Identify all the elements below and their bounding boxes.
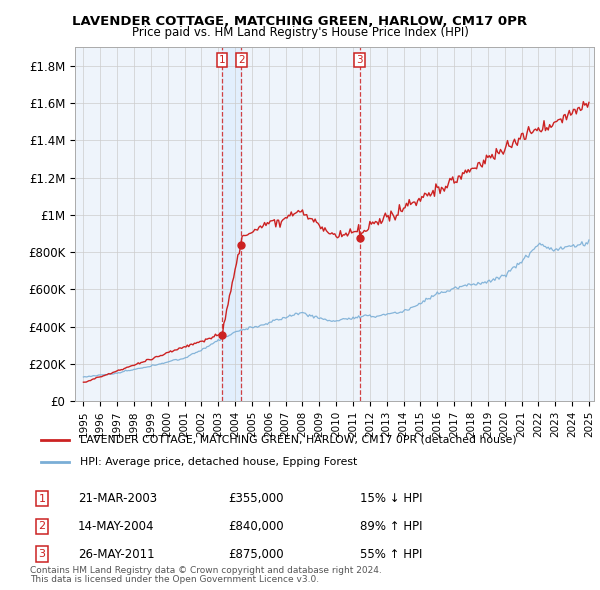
Text: LAVENDER COTTAGE, MATCHING GREEN, HARLOW, CM17 0PR: LAVENDER COTTAGE, MATCHING GREEN, HARLOW… bbox=[73, 15, 527, 28]
Text: 1: 1 bbox=[38, 494, 46, 503]
Text: 89% ↑ HPI: 89% ↑ HPI bbox=[360, 520, 422, 533]
Text: 3: 3 bbox=[38, 549, 46, 559]
Text: This data is licensed under the Open Government Licence v3.0.: This data is licensed under the Open Gov… bbox=[30, 575, 319, 584]
Text: £840,000: £840,000 bbox=[228, 520, 284, 533]
Text: £355,000: £355,000 bbox=[228, 492, 284, 505]
Text: LAVENDER COTTAGE, MATCHING GREEN, HARLOW, CM17 0PR (detached house): LAVENDER COTTAGE, MATCHING GREEN, HARLOW… bbox=[80, 435, 517, 445]
Bar bbox=[222, 47, 241, 401]
Text: 3: 3 bbox=[356, 55, 363, 65]
Text: 2: 2 bbox=[238, 55, 245, 65]
Text: 14-MAY-2004: 14-MAY-2004 bbox=[78, 520, 155, 533]
Text: £875,000: £875,000 bbox=[228, 548, 284, 560]
Text: 1: 1 bbox=[218, 55, 225, 65]
Text: 55% ↑ HPI: 55% ↑ HPI bbox=[360, 548, 422, 560]
Text: Contains HM Land Registry data © Crown copyright and database right 2024.: Contains HM Land Registry data © Crown c… bbox=[30, 566, 382, 575]
Text: 26-MAY-2011: 26-MAY-2011 bbox=[78, 548, 155, 560]
Text: 2: 2 bbox=[38, 522, 46, 531]
Text: 21-MAR-2003: 21-MAR-2003 bbox=[78, 492, 157, 505]
Text: HPI: Average price, detached house, Epping Forest: HPI: Average price, detached house, Eppi… bbox=[80, 457, 357, 467]
Text: 15% ↓ HPI: 15% ↓ HPI bbox=[360, 492, 422, 505]
Text: Price paid vs. HM Land Registry's House Price Index (HPI): Price paid vs. HM Land Registry's House … bbox=[131, 26, 469, 39]
